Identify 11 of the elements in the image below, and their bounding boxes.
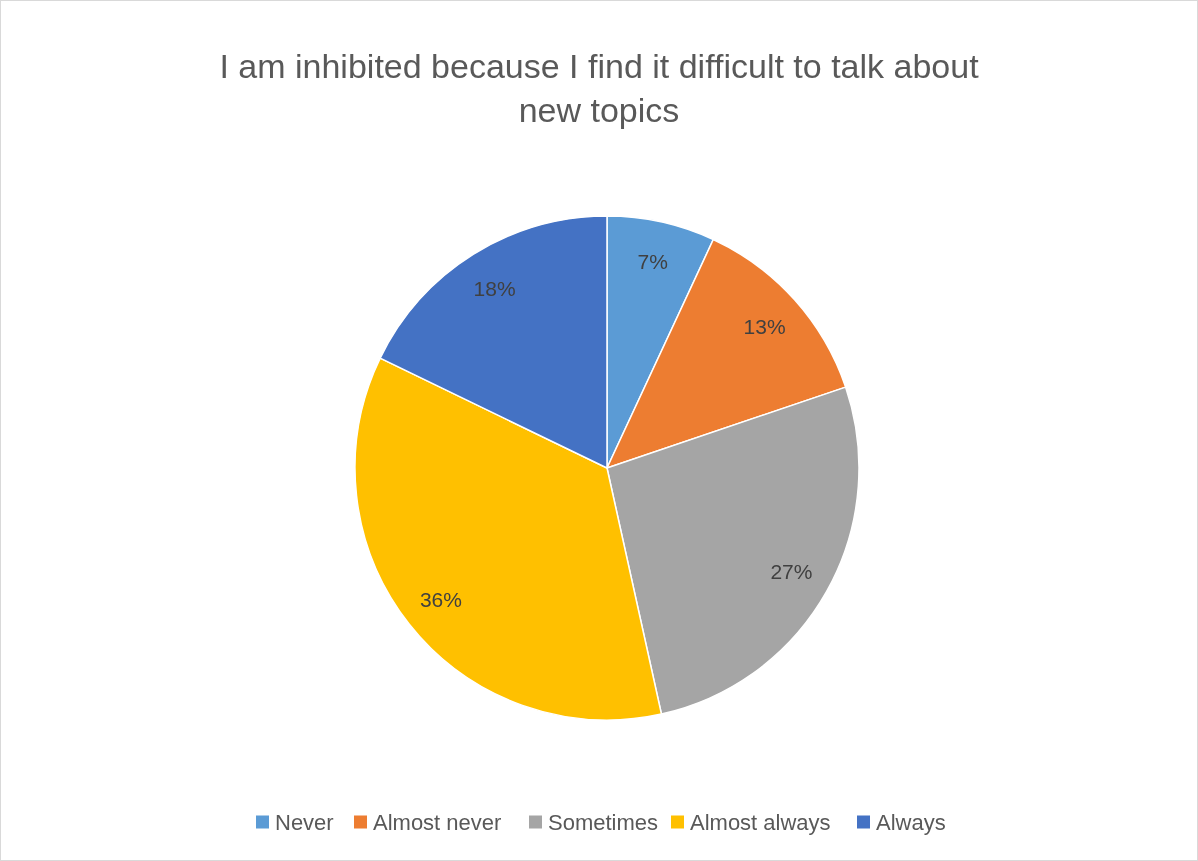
data-label: 7% (637, 249, 668, 273)
legend-label: Never (275, 809, 334, 835)
legend-label: Sometimes (548, 809, 659, 835)
legend-label: Almost never (373, 809, 502, 835)
legend-label: Almost always (690, 809, 831, 835)
data-label: 13% (743, 315, 786, 339)
chart-title: I am inhibited because I find it difficult to talk about new topics (219, 47, 980, 129)
data-label: 18% (473, 277, 516, 301)
legend-label: Always (876, 809, 946, 835)
data-label: 36% (419, 587, 462, 611)
data-label: 27% (770, 560, 813, 584)
